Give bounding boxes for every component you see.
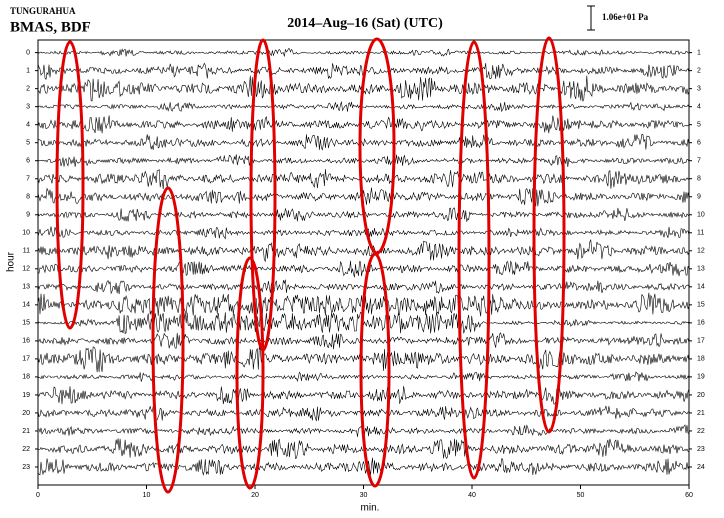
y-tick-label: 11 [23, 248, 30, 255]
y-tick-label: 22 [22, 446, 30, 453]
station-label: BMAS, BDF [10, 19, 91, 35]
trace [37, 260, 690, 278]
y2-tick-label: 22 [697, 428, 705, 435]
y2-tick-label: 11 [697, 230, 704, 237]
y-tick-label: 21 [22, 428, 30, 435]
trace [37, 154, 690, 168]
event-ellipse [55, 40, 85, 330]
trace [37, 133, 690, 151]
y2-tick-label: 3 [697, 85, 701, 92]
y-tick-label: 20 [22, 410, 30, 417]
x-tick-label: 60 [685, 492, 693, 499]
y2-tick-label: 6 [697, 140, 701, 147]
y2-tick-label: 21 [697, 410, 705, 417]
trace [37, 168, 690, 190]
y-tick-label: 19 [22, 392, 30, 399]
y2-tick-label: 19 [697, 374, 705, 381]
event-ellipse [532, 36, 566, 434]
y2-tick-label: 4 [697, 104, 701, 111]
x-tick-label: 20 [251, 492, 259, 499]
y2-tick-label: 12 [697, 248, 705, 255]
y-tick-label: 12 [22, 266, 30, 273]
network-label: TUNGURAHUA [10, 6, 76, 16]
y2-tick-label: 2 [697, 67, 701, 74]
y-tick-label: 1 [26, 67, 30, 74]
y-tick-label: 9 [26, 212, 30, 219]
trace [37, 239, 690, 263]
y2-tick-label: 13 [697, 266, 705, 273]
event-ellipse [359, 252, 391, 488]
y2-tick-label: 8 [697, 176, 701, 183]
y-tick-label: 5 [26, 140, 30, 147]
annotations [55, 36, 566, 494]
y2-tick-label: 23 [697, 446, 705, 453]
x-tick-label: 10 [143, 492, 151, 499]
trace [37, 226, 690, 240]
x-tick-label: 30 [360, 492, 368, 499]
event-ellipse [235, 256, 265, 490]
trace [37, 279, 690, 295]
scale-label: 1.06e+01 Pa [602, 12, 649, 22]
trace [37, 115, 690, 134]
trace [37, 48, 690, 57]
y2-tick-label: 14 [697, 284, 705, 291]
y-tick-label: 18 [22, 374, 30, 381]
y-tick-label: 23 [22, 464, 30, 471]
trace [37, 345, 690, 373]
y-tick-label: 4 [26, 122, 30, 129]
traces [37, 48, 690, 476]
y-tick-label: 0 [26, 49, 30, 56]
y-tick-label: 7 [26, 176, 30, 183]
y2-tick-label: 1 [697, 49, 701, 56]
y-tick-label: 6 [26, 158, 30, 165]
y2-tick-label: 9 [697, 194, 701, 201]
trace [37, 371, 690, 382]
x-tick-label: 40 [468, 492, 476, 499]
x-axis-label: min. [361, 503, 380, 514]
y2-tick-label: 10 [697, 212, 705, 219]
trace [37, 187, 690, 207]
event-ellipse [358, 37, 396, 255]
y-tick-label: 14 [22, 302, 30, 309]
y-tick-label: 3 [26, 104, 30, 111]
y-tick-label: 15 [22, 320, 30, 327]
trace [37, 332, 690, 350]
y2-tick-label: 15 [697, 302, 705, 309]
y-tick-label: 17 [22, 356, 30, 363]
y2-tick-label: 17 [697, 338, 705, 345]
y-tick-label: 16 [22, 338, 30, 345]
event-ellipse [151, 186, 185, 494]
y2-tick-label: 24 [697, 464, 705, 471]
trace [37, 457, 690, 476]
y-axis-label: hour [6, 251, 17, 272]
trace [37, 386, 690, 405]
event-ellipse [457, 40, 491, 480]
y-tick-label: 13 [22, 284, 30, 291]
y2-tick-label: 18 [697, 356, 705, 363]
y-tick-label: 8 [26, 194, 30, 201]
scale-bar [587, 5, 595, 31]
trace [37, 100, 690, 113]
y2-tick-label: 20 [697, 392, 705, 399]
chart-title: 2014–Aug–16 (Sat) (UTC) [287, 16, 443, 31]
y2-tick-label: 5 [697, 122, 701, 129]
x-tick-label: 0 [36, 492, 40, 499]
y-tick-label: 10 [22, 230, 30, 237]
y2-tick-label: 7 [697, 158, 701, 165]
x-tick-label: 50 [577, 492, 585, 499]
y2-tick-label: 16 [697, 320, 705, 327]
y-tick-label: 2 [26, 85, 30, 92]
